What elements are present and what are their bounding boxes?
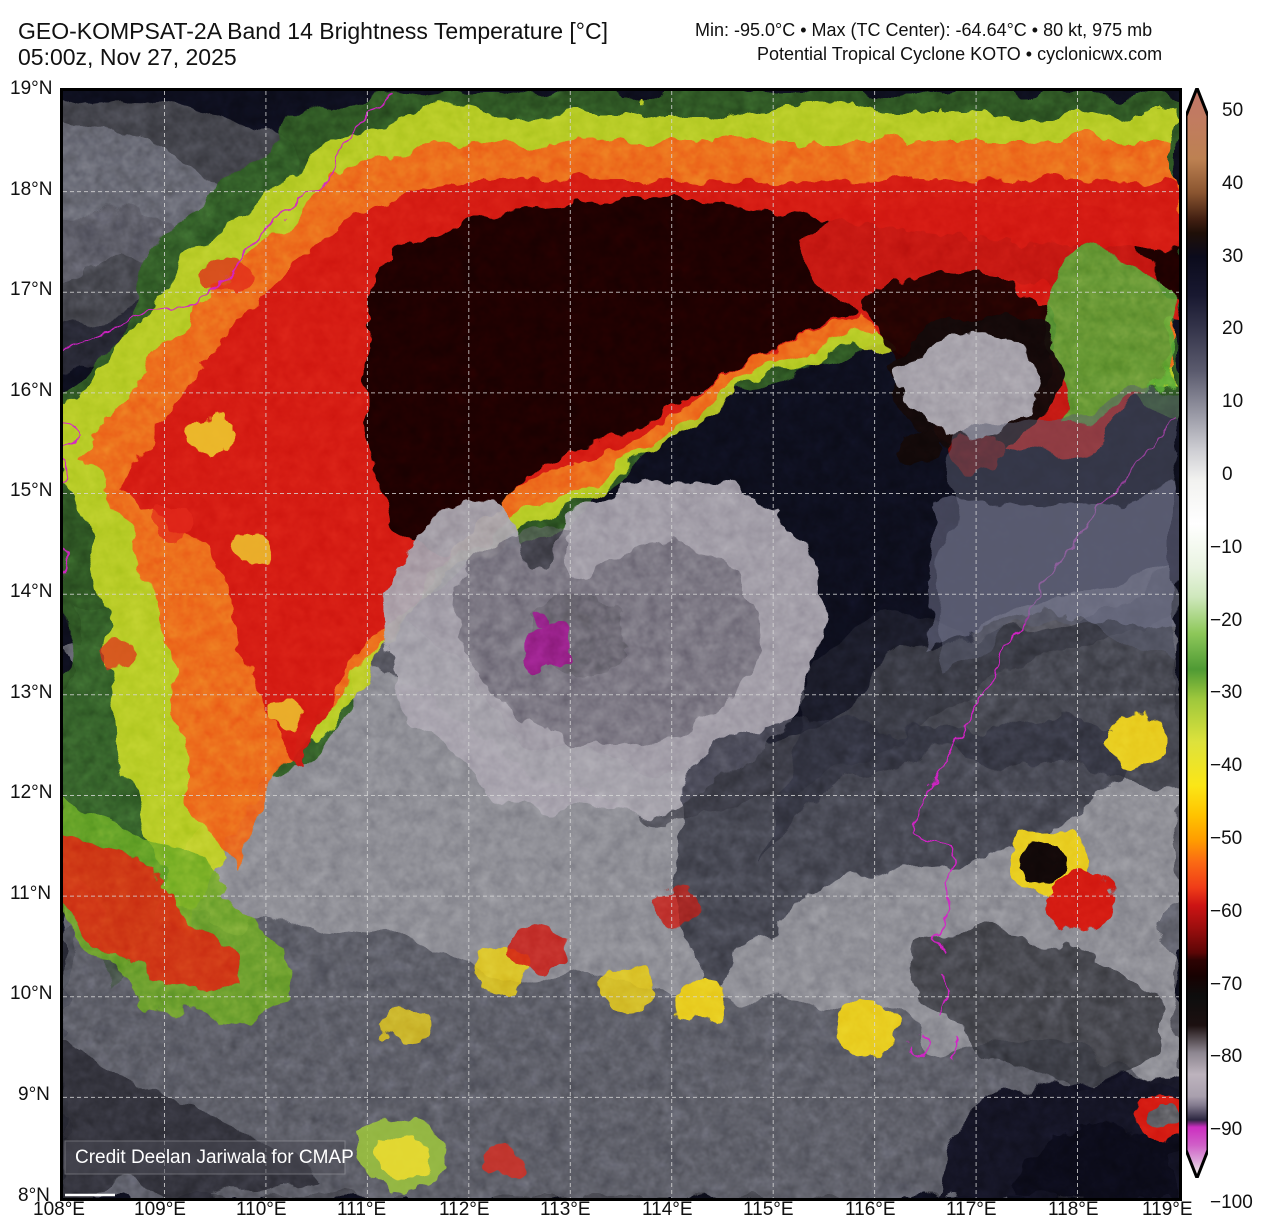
svg-text:Credit Deelan Jariwala for CMA: Credit Deelan Jariwala for CMAP	[75, 1147, 354, 1168]
